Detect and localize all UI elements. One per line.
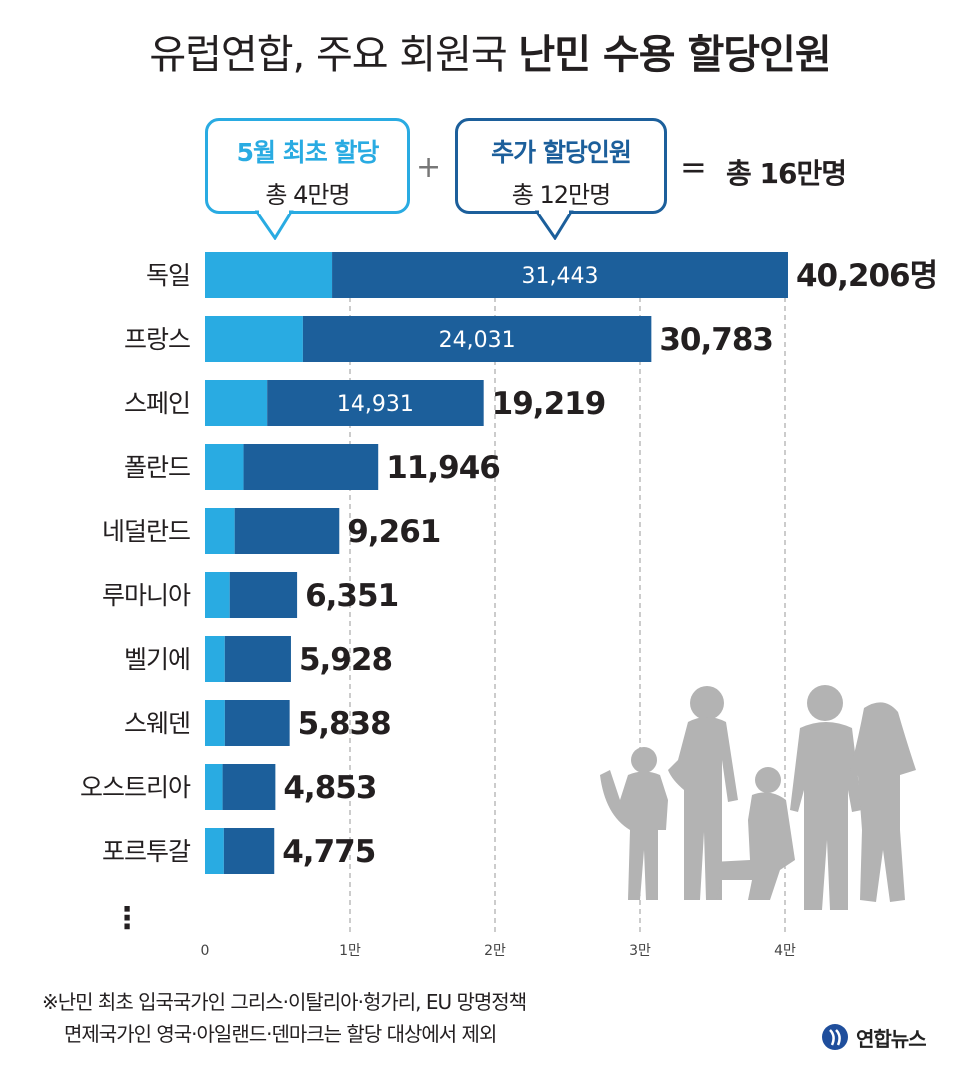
total-value-label: 5,838 [298, 706, 391, 742]
total-value-label: 40,206명 [796, 258, 937, 294]
category-label: 스웨덴 [124, 709, 190, 738]
legend-additional-callout: 추가 할당인원 총 12만명 [455, 118, 667, 214]
bar-additional [332, 252, 788, 298]
segment-value-label: 14,931 [337, 392, 414, 417]
segment-value-label: 31,443 [522, 264, 599, 289]
category-label: 폴란드 [124, 453, 190, 482]
total-value-label: 11,946 [386, 450, 500, 486]
title-bold: 난민 수용 할당인원 [518, 32, 831, 78]
legend-additional-pointer [535, 210, 574, 240]
total-value-label: 30,783 [659, 322, 773, 358]
bar-additional [229, 572, 298, 618]
segment-value-label: 24,031 [439, 328, 516, 353]
yonhap-logo-icon [822, 1024, 848, 1050]
total-value-label: 4,853 [283, 770, 376, 806]
legend-additional-total: 총 12만명 [511, 181, 611, 209]
continuation-mark: ⋮ [112, 901, 142, 936]
total-value-label: 19,219 [492, 386, 606, 422]
bar-initial [205, 572, 230, 618]
bar-additional [222, 764, 276, 810]
total-value-label: 5,928 [299, 642, 392, 678]
category-label: 포르투갈 [102, 837, 191, 866]
bar-initial [205, 252, 333, 298]
source-text: 연합뉴스 [856, 1026, 927, 1051]
category-label: 오스트리아 [80, 773, 191, 802]
x-tick-label: 0 [201, 943, 210, 959]
x-tick-label: 3만 [629, 943, 651, 959]
title-normal: 유럽연합, 주요 회원국 [149, 32, 507, 78]
plus-sign: + [416, 150, 442, 185]
bar-initial [205, 700, 225, 746]
bar-initial [205, 316, 303, 362]
legend-initial-pointer [255, 210, 294, 240]
total-value-label: 6,351 [305, 578, 398, 614]
bar-additional [302, 316, 652, 362]
legend-additional-label: 추가 할당인원 [491, 138, 632, 167]
x-tick-label: 4만 [774, 943, 796, 959]
x-tick-label: 1만 [339, 943, 361, 959]
bar-initial [205, 764, 223, 810]
bar-additional [224, 636, 291, 682]
category-label: 프랑스 [124, 325, 190, 354]
equals-sign: = [680, 148, 707, 186]
bar-additional [267, 380, 484, 426]
people-silhouette-icon [600, 685, 916, 910]
legend-initial-total: 총 4만명 [265, 181, 350, 209]
legend-initial-callout: 5월 최초 할당 총 4만명 [205, 118, 410, 214]
category-label: 스페인 [124, 389, 190, 418]
footnote: ※난민 최초 입국국가인 그리스·이탈리아·헝가리, EU 망명정책 면제국가인… [42, 986, 527, 1050]
x-tick-label: 2만 [484, 943, 506, 959]
category-label: 독일 [146, 261, 190, 290]
legend-initial-label: 5월 최초 할당 [236, 138, 380, 167]
bar-additional [243, 444, 379, 490]
chart-title: 유럽연합, 주요 회원국 난민 수용 할당인원 [0, 22, 980, 80]
total-value-label: 4,775 [282, 834, 375, 870]
bar-initial [205, 828, 224, 874]
bar-additional [224, 700, 290, 746]
grand-total: 총 16만명 [726, 157, 847, 190]
bar-initial [205, 380, 268, 426]
total-value-label: 9,261 [347, 514, 440, 550]
bar-initial [205, 508, 235, 554]
source-logo: 연합뉴스 [820, 1022, 927, 1052]
footnote-line-2: 면제국가인 영국·아일랜드·덴마크는 할당 대상에서 제외 [64, 1022, 497, 1046]
category-label: 네덜란드 [102, 517, 190, 546]
bar-initial [205, 636, 225, 682]
bar-additional [234, 508, 340, 554]
footnote-line-1: ※난민 최초 입국국가인 그리스·이탈리아·헝가리, EU 망명정책 [42, 990, 527, 1014]
bar-additional [223, 828, 275, 874]
category-label: 루마니아 [102, 581, 191, 610]
category-label: 벨기에 [124, 645, 190, 674]
bar-initial [205, 444, 244, 490]
